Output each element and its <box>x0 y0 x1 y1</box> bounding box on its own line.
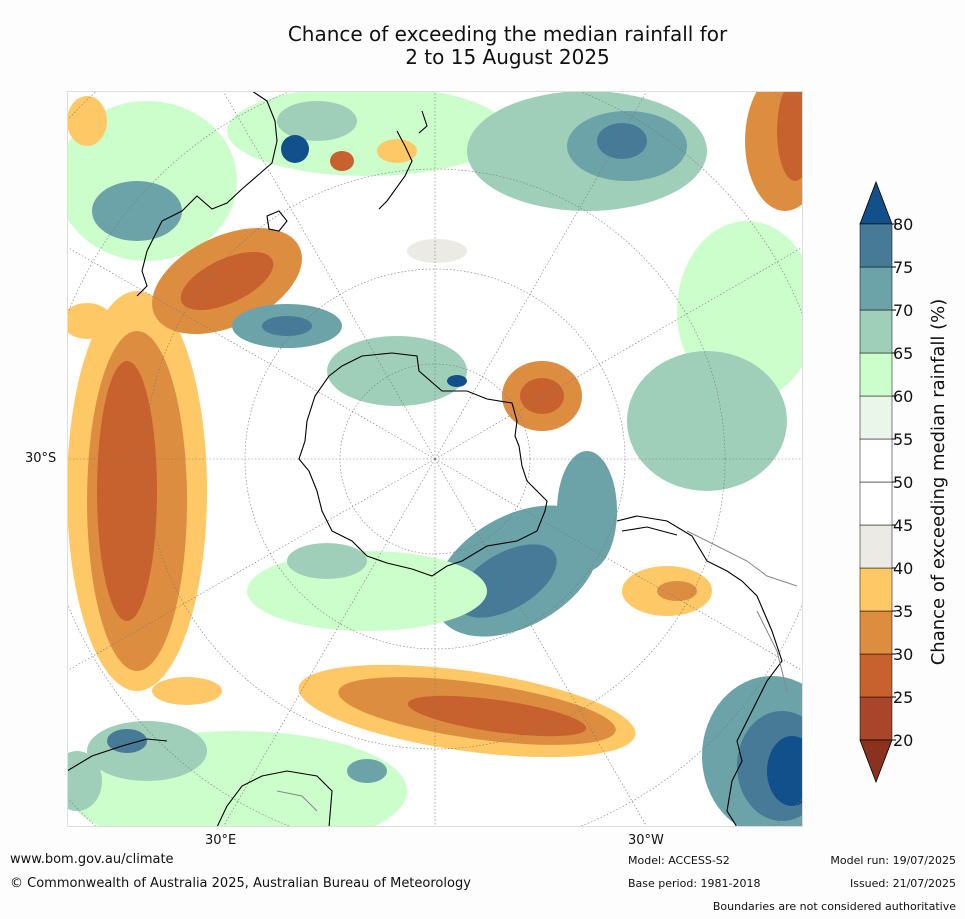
footer-issued: Issued: 21/07/2025 <box>849 877 956 890</box>
colorbar-tick-label: 50 <box>893 473 913 492</box>
latitude-label-30s: 30°S <box>25 451 57 466</box>
colorbar-bin <box>859 696 893 741</box>
colorbar-tick-label: 65 <box>893 344 913 363</box>
colorbar-tick-label: 70 <box>893 301 913 320</box>
colorbar-tick-label: 40 <box>893 559 913 578</box>
map-title-line-2: 2 to 15 August 2025 <box>405 45 610 69</box>
colorbar-bin <box>859 309 893 354</box>
south-america-coastline <box>616 515 783 827</box>
colorbar-tick-label: 35 <box>893 602 913 621</box>
colorbar-bin <box>859 524 893 569</box>
colorbar-tick-label: 30 <box>893 645 913 664</box>
colorbar-bin <box>859 223 893 268</box>
colorbar-tick-label: 60 <box>893 387 913 406</box>
colorbar-tick-label: 55 <box>893 430 913 449</box>
colorbar-bin <box>859 438 893 483</box>
colorbar-label: Chance of exceeding median rainfall (%) <box>928 299 949 666</box>
colorbar-bin <box>859 481 893 526</box>
colorbar-legend: 20 25 30 35 40 45 50 55 60 65 70 75 80 Chance of exce… <box>859 180 949 784</box>
new-zealand-coastline <box>378 130 413 210</box>
colorbar-tick-label: 45 <box>893 516 913 535</box>
colorbar-bin <box>859 567 893 612</box>
colorbar-bin <box>859 610 893 655</box>
probability-patches <box>67 91 803 827</box>
colorbar-tick-label: 80 <box>893 215 913 234</box>
colorbar-bin <box>859 653 893 698</box>
footer-base-period: Base period: 1981-2018 <box>628 877 761 890</box>
tasmania-coastline <box>266 210 288 232</box>
colorbar-bin <box>859 352 893 397</box>
colorbar-tick-label: 75 <box>893 258 913 277</box>
footer-model-run: Model run: 19/07/2025 <box>830 854 956 867</box>
africa-coastline <box>67 738 168 772</box>
footer-copyright: © Commonwealth of Australia 2025, Austra… <box>10 876 471 891</box>
longitude-label-30e: 30°E <box>205 833 237 848</box>
polar-rainfall-map <box>67 91 803 827</box>
footer-disclaimer: Boundaries are not considered authoritat… <box>712 900 956 913</box>
country-borders <box>276 530 798 812</box>
graticule <box>67 91 803 827</box>
footer-model: Model: ACCESS-S2 <box>628 854 730 867</box>
coastlines <box>67 91 783 827</box>
colorbar-bin <box>859 266 893 311</box>
map-title-line-1: Chance of exceeding the median rainfall … <box>287 22 728 46</box>
longitude-label-30w: 30°W <box>628 833 664 848</box>
colorbar-tick-label: 20 <box>893 731 913 750</box>
australia-coastline <box>146 91 278 252</box>
colorbar-bin <box>859 395 893 440</box>
footer-website: www.bom.gov.au/climate <box>10 852 174 867</box>
antarctica-coastline <box>298 352 548 577</box>
colorbar-extend-low <box>859 739 893 784</box>
colorbar-extend-high <box>859 180 893 225</box>
colorbar-tick-label: 25 <box>893 688 913 707</box>
